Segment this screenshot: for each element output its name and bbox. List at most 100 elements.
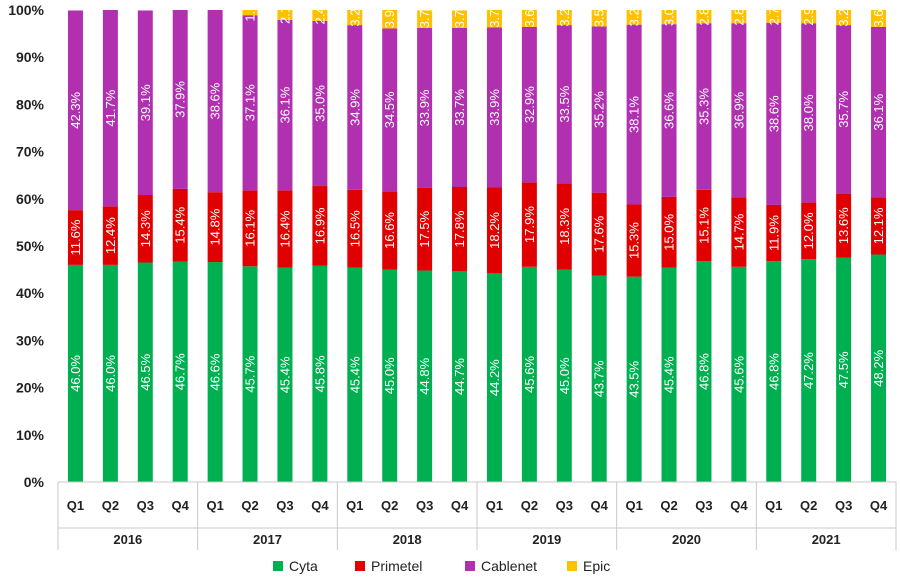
bar-segment-epic <box>347 10 363 26</box>
data-label: 42.3% <box>68 91 83 128</box>
data-label: 38.1% <box>627 96 642 133</box>
data-label: 1.1 <box>243 4 258 22</box>
data-label: 45.0% <box>557 357 572 394</box>
x-tick-quarter: Q2 <box>381 498 398 513</box>
x-tick-quarter: Q4 <box>591 498 609 513</box>
bar-stack: 45.6% 17.9% 32.9% 3.6 <box>521 9 537 482</box>
x-tick-quarter: Q3 <box>695 498 712 513</box>
bar-segment-cyta <box>452 271 468 482</box>
y-axis: 0% 10% 20% 30% 40% 50% 60% 70% 80% 90% 100% <box>8 2 44 490</box>
data-label: 14.3% <box>138 210 153 247</box>
x-tick-quarter: Q1 <box>765 498 782 513</box>
bar-segment-cablenet <box>347 25 363 190</box>
data-label: 41.7% <box>103 89 118 126</box>
data-label: 15.3% <box>627 222 642 259</box>
data-label: 14.8% <box>208 208 223 245</box>
data-label: 45.4% <box>277 356 292 393</box>
bar-segment-cablenet <box>417 27 433 188</box>
data-label: 35.3% <box>696 88 711 125</box>
y-tick-label: 100% <box>8 2 44 18</box>
data-label: 33.7% <box>452 89 467 126</box>
data-label: 16.9% <box>312 207 327 244</box>
legend-swatch <box>465 561 475 571</box>
bar-stack: 46.0% 12.4% 41.7% <box>102 10 118 482</box>
data-label: 16.4% <box>277 210 292 247</box>
data-label: 45.0% <box>382 357 397 394</box>
bar-segment-cyta <box>172 261 188 482</box>
data-label: 43.7% <box>592 360 607 397</box>
bars: 46.0% 11.6% 42.3% 46.0% 12.4% 41.7% 46.5% 14.3%… <box>67 4 887 482</box>
bar-segment-cablenet <box>801 23 817 203</box>
data-label: 45.7% <box>243 355 258 392</box>
bar-segment-cyta <box>626 276 642 482</box>
bar-segment-cyta <box>242 266 258 482</box>
data-label: 2.4 <box>312 6 327 24</box>
bar-segment-primetel <box>626 204 642 277</box>
y-tick-label: 30% <box>16 332 45 348</box>
data-label: 37.1% <box>243 84 258 121</box>
bar-segment-primetel <box>382 191 398 270</box>
data-label: 3.7 <box>487 10 502 28</box>
data-label: 3.6 <box>871 9 886 27</box>
bar-segment-cyta <box>382 269 398 482</box>
data-label: 46.8% <box>766 353 781 390</box>
data-label: 39.1% <box>138 84 153 121</box>
bar-stack: 43.5% 15.3% 38.1% 3.2 <box>626 8 642 482</box>
data-label: 17.8% <box>452 210 467 247</box>
bar-segment-cablenet <box>452 27 468 187</box>
x-tick-year: 2018 <box>393 532 422 547</box>
legend-item: Epic <box>567 558 610 574</box>
bar-segment-epic <box>312 10 328 21</box>
data-label: 34.9% <box>347 89 362 126</box>
x-tick-year: 2016 <box>113 532 142 547</box>
bar-stack: 44.7% 17.8% 33.7% 3.7 <box>452 10 468 482</box>
bar-segment-primetel <box>871 197 887 255</box>
data-label: 35.2% <box>592 91 607 128</box>
data-label: 17.5% <box>417 210 432 247</box>
data-label: 14.7% <box>731 213 746 250</box>
data-label: 2.8 <box>696 8 711 26</box>
bar-segment-cablenet <box>277 19 293 191</box>
x-tick-quarter: Q3 <box>416 498 433 513</box>
bar-segment-cablenet <box>871 26 887 198</box>
data-label: 46.5% <box>138 353 153 390</box>
data-label: 3.2 <box>836 9 851 27</box>
bar-segment-cyta <box>312 265 328 482</box>
bar-segment-cyta <box>836 257 852 482</box>
bar-segment-primetel <box>521 182 537 267</box>
data-label: 15.0% <box>662 213 677 250</box>
bar-segment-epic <box>452 10 468 28</box>
bar-segment-epic <box>277 10 293 20</box>
bar-stack: 44.8% 17.5% 33.9% 3.7 <box>417 10 433 482</box>
data-label: 34.5% <box>382 91 397 128</box>
data-label: 15.4% <box>173 206 188 243</box>
bar-segment-primetel <box>277 190 293 268</box>
bar-segment-primetel <box>452 187 468 272</box>
bar-segment-epic <box>417 10 433 28</box>
y-tick-label: 40% <box>16 285 45 301</box>
bar-segment-primetel <box>801 202 817 260</box>
data-label: 3.2 <box>557 9 572 27</box>
bar-segment-epic <box>521 10 537 27</box>
bar-stack: 46.6% 14.8% 38.6% <box>207 10 223 482</box>
bar-segment-primetel <box>661 196 677 268</box>
x-axis: Q1 Q2 Q3 Q4 Q1 Q2 Q3 Q4 Q1 Q2 Q3 Q4 Q1 Q2 Q3 Q4 Q1 Q2 Q3 Q4… <box>57 481 897 550</box>
x-tick-year: 2019 <box>532 532 561 547</box>
bar-segment-primetel <box>486 187 502 274</box>
bar-stack: 45.8% 16.9% 35.0% 2.4 <box>312 6 328 482</box>
data-label: 35.7% <box>836 90 851 127</box>
bar-segment-cyta <box>591 275 607 482</box>
x-tick-quarter: Q4 <box>311 498 329 513</box>
bar-stack: 45.6% 14.7% 36.9% 2.8 <box>731 8 747 482</box>
bar-segment-epic <box>836 10 852 26</box>
y-tick-label: 80% <box>16 96 45 112</box>
bar-segment-cyta <box>277 267 293 482</box>
bar-segment-cablenet <box>312 20 328 187</box>
bar-segment-epic <box>661 10 677 25</box>
bar-segment-epic <box>696 10 712 24</box>
data-label: 45.6% <box>522 356 537 393</box>
bar-segment-cablenet <box>731 23 747 198</box>
bar-stack: 45.4% 16.4% 36.1% 2.1 <box>277 6 293 482</box>
data-label: 17.6% <box>592 215 607 252</box>
data-label: 35.0% <box>312 85 327 122</box>
